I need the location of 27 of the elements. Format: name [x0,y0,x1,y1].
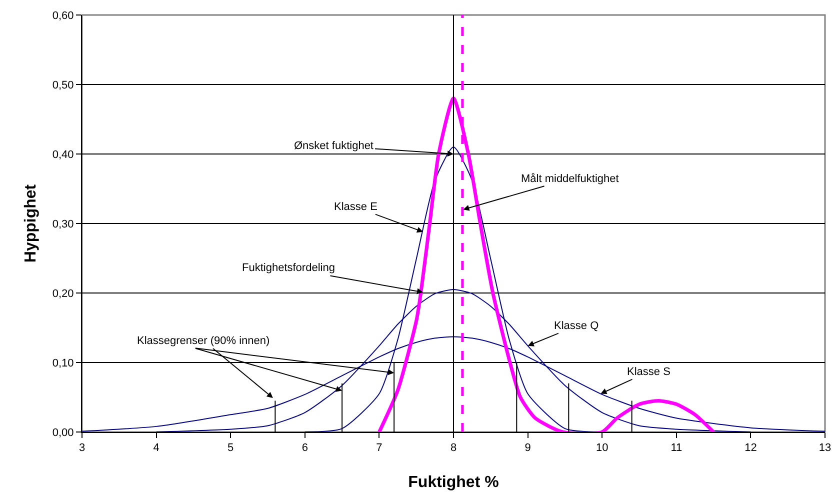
x-tick-label: 13 [818,442,832,454]
x-tick-label: 10 [596,442,608,454]
y-axis-title: Hyppighet [22,184,40,263]
annotation: Klassegrenser (90% innen) [137,335,270,347]
x-tick-label: 11 [670,442,682,454]
x-tick-label: 12 [744,442,757,454]
x-tick-label: 9 [524,442,531,454]
x-tick-label: 8 [450,442,457,454]
annotation: Klasse S [627,366,670,378]
y-tick-label: 0,00 [52,426,74,439]
y-tick-label: 0,40 [52,148,74,161]
y-tick-label: 0,30 [52,218,74,230]
x-tick-label: 4 [153,442,160,454]
x-tick-label: 6 [302,442,308,454]
x-tick-label: 5 [228,442,234,454]
y-tick-label: 0,50 [52,79,74,92]
annotation: Ønsket fuktighet [294,140,374,152]
y-tick-label: 0,60 [52,10,74,22]
annotation: Fuktighetsfordeling [242,262,335,274]
x-axis-title: Fuktighet % [408,474,499,491]
y-tick-label: 0,10 [52,357,74,370]
annotation: Klasse E [334,201,378,213]
x-tick-label: 3 [78,442,86,454]
y-tick-label: 0,20 [52,288,74,300]
annotation: Klasse Q [554,320,600,332]
annotation: Målt middelfuktighet [521,173,619,185]
x-tick-label: 7 [376,442,382,454]
